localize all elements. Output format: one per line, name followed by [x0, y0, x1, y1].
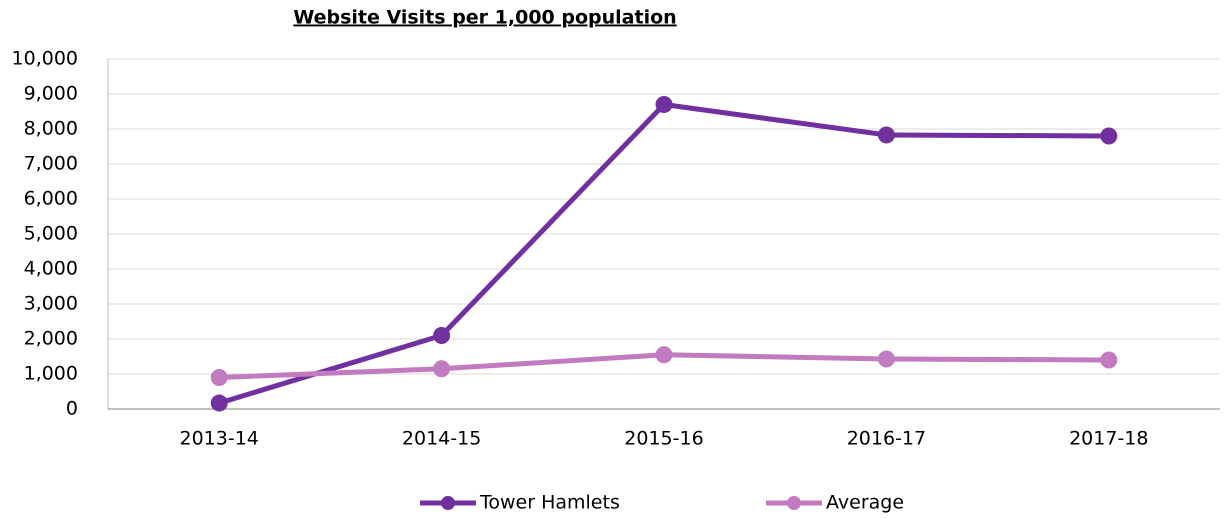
- point: [433, 360, 451, 378]
- point: [1100, 351, 1118, 369]
- y-tick-label: 1,000: [24, 363, 78, 385]
- legend-label: Average: [826, 492, 904, 514]
- y-tick-label: 8,000: [24, 118, 78, 140]
- point: [655, 96, 673, 113]
- y-tick-label: 3,000: [24, 293, 78, 315]
- point: [877, 126, 895, 144]
- point: [877, 350, 895, 368]
- y-tick-label: 5,000: [24, 223, 78, 245]
- y-tick-label: 10,000: [12, 48, 78, 70]
- point: [433, 327, 451, 344]
- legend-marker: [787, 496, 801, 510]
- y-tick-label: 9,000: [24, 83, 78, 105]
- point: [1100, 127, 1118, 145]
- y-tick-label: 0: [66, 398, 78, 420]
- x-tick-label: 2016-17: [847, 428, 926, 450]
- y-tick-label: 7,000: [24, 153, 78, 175]
- point: [210, 394, 228, 412]
- x-tick-label: 2013-14: [180, 428, 259, 450]
- x-tick-label: 2015-16: [624, 428, 703, 450]
- x-tick-label: 2014-15: [402, 428, 481, 450]
- y-tick-label: 4,000: [24, 258, 78, 280]
- x-tick-label: 2017-18: [1069, 428, 1148, 450]
- legend-label: Tower Hamlets: [479, 492, 620, 514]
- point: [210, 369, 228, 386]
- legend-marker: [441, 496, 455, 510]
- point: [655, 346, 673, 364]
- chart-title: Website Visits per 1,000 population: [293, 7, 676, 29]
- y-tick-label: 2,000: [24, 328, 78, 350]
- y-tick-label: 6,000: [24, 188, 78, 210]
